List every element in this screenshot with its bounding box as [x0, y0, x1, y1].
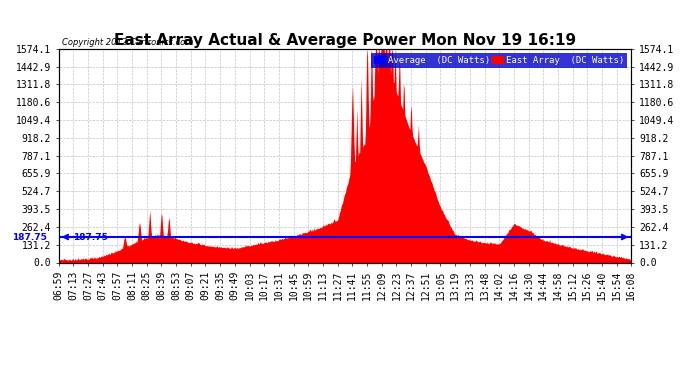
- Text: 187.75: 187.75: [73, 232, 108, 242]
- Text: Copyright 2012 Cartronics.com: Copyright 2012 Cartronics.com: [61, 38, 193, 46]
- Legend: Average  (DC Watts), East Array  (DC Watts): Average (DC Watts), East Array (DC Watts…: [371, 53, 627, 68]
- Text: 187.75: 187.75: [12, 232, 47, 242]
- Title: East Array Actual & Average Power Mon Nov 19 16:19: East Array Actual & Average Power Mon No…: [114, 33, 576, 48]
